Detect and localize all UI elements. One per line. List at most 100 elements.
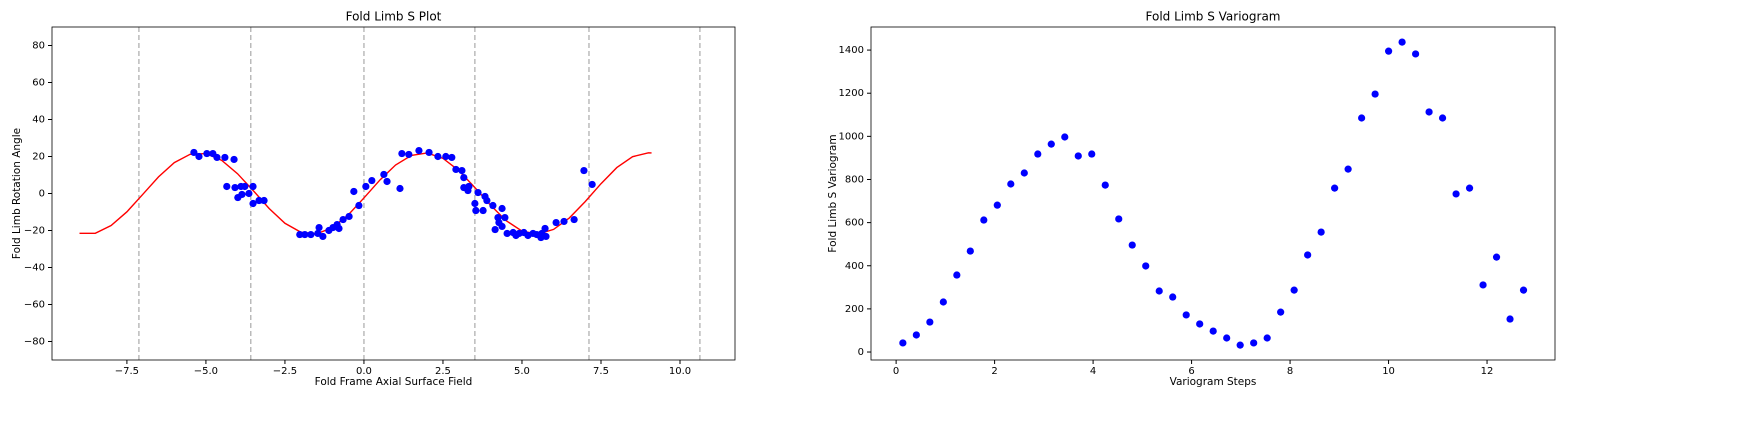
point [1047, 140, 1055, 148]
point [260, 196, 268, 205]
point [1007, 180, 1015, 188]
point [255, 196, 263, 205]
point [1020, 169, 1028, 177]
point [912, 331, 920, 339]
y-tick-label: 1200 [839, 88, 864, 99]
point [542, 232, 550, 241]
point [498, 222, 506, 231]
x-tick-label: 2 [991, 366, 997, 377]
x-tick-label: 10.0 [669, 366, 691, 377]
y-tick-label: 800 [845, 174, 864, 185]
point [1236, 341, 1244, 349]
y-tick-label: 0 [39, 189, 45, 200]
point [231, 183, 239, 192]
point [498, 204, 506, 213]
point [1479, 281, 1487, 289]
y-tick-label: −80 [24, 337, 45, 348]
point [221, 153, 229, 162]
point [425, 148, 433, 157]
point [1506, 315, 1514, 323]
point [1209, 327, 1217, 335]
point [1034, 150, 1042, 158]
point [249, 199, 257, 208]
point [1317, 228, 1325, 236]
y-axis-label: Fold Limb S Variogram [827, 134, 839, 252]
point [241, 182, 249, 191]
y-tick-label: 200 [845, 304, 864, 315]
point [501, 213, 509, 222]
y-tick-label: 20 [32, 152, 45, 163]
plot-frame [870, 26, 1556, 361]
point [1344, 165, 1352, 173]
point [307, 230, 315, 239]
point [472, 206, 480, 215]
point [223, 182, 231, 191]
point [362, 182, 370, 191]
point [552, 218, 560, 227]
point [1290, 286, 1298, 294]
point [1492, 253, 1501, 261]
x-tick-label: −5.0 [194, 366, 218, 377]
x-tick-label: 10 [1382, 366, 1395, 377]
point [398, 149, 406, 158]
x-axis-label: Variogram Steps [1170, 376, 1257, 388]
point [345, 212, 353, 221]
y-tick-label: 1000 [839, 131, 864, 142]
point [335, 224, 343, 233]
point [926, 318, 934, 326]
point [460, 173, 468, 182]
x-tick-label: 8 [1287, 366, 1293, 377]
point [1519, 286, 1528, 294]
point [249, 182, 257, 191]
point [442, 152, 450, 161]
point [1304, 251, 1312, 259]
y-tick-label: 400 [845, 261, 864, 272]
y-axis-label: Fold Limb Rotation Angle [11, 128, 23, 259]
point [1385, 47, 1393, 55]
point [355, 201, 363, 210]
chart-title: Fold Limb S Variogram [1146, 10, 1281, 24]
point [1088, 150, 1096, 158]
x-tick-label: 4 [1090, 366, 1096, 377]
point [1277, 308, 1285, 316]
point [1358, 114, 1366, 122]
point [319, 232, 327, 241]
x-tick-label: −2.5 [273, 366, 297, 377]
point [479, 206, 487, 215]
y-tick-label: −60 [24, 300, 45, 311]
x-tick-label: −7.5 [115, 366, 139, 377]
point [380, 170, 388, 179]
point [588, 180, 596, 189]
point [415, 146, 423, 155]
point [570, 215, 578, 224]
point [939, 298, 947, 306]
point [580, 166, 588, 175]
point [899, 339, 907, 347]
point [245, 189, 253, 198]
point [434, 152, 442, 161]
point [966, 247, 974, 255]
point [491, 225, 499, 234]
point [195, 152, 203, 161]
point [230, 155, 238, 164]
point [1196, 320, 1204, 328]
point [503, 229, 511, 238]
point [301, 230, 309, 239]
point [471, 199, 479, 208]
point [213, 153, 221, 162]
point [980, 216, 988, 224]
point [203, 149, 211, 158]
x-tick-label: 5.0 [514, 366, 530, 377]
x-tick-label: 0 [893, 366, 899, 377]
point [1223, 334, 1231, 342]
point [1465, 184, 1474, 192]
point [1074, 152, 1082, 160]
point [1263, 334, 1271, 342]
x-tick-label: 0.0 [356, 366, 372, 377]
y-tick-label: 60 [32, 78, 45, 89]
point [560, 217, 568, 226]
point [405, 150, 413, 159]
point [350, 187, 358, 196]
point [474, 188, 482, 197]
